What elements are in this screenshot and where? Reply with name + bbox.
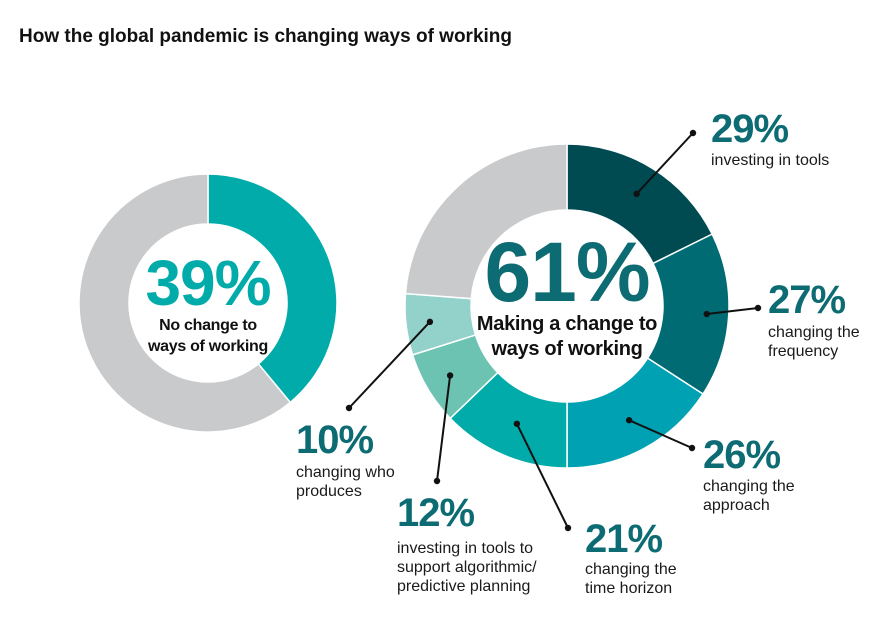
callout-label-line: support algorithmic/ xyxy=(397,559,537,576)
callout-value: 27% xyxy=(768,278,845,322)
donut-no-change: 39%No change to ways of working xyxy=(78,173,338,433)
center-label-line: ways of working xyxy=(147,338,268,355)
callout-investing-in-tools-to-support-algorithmic-predictive-planning: 12% investing in tools to support algorith… xyxy=(397,372,537,595)
slice-remainder xyxy=(404,143,568,300)
leader-line xyxy=(515,423,569,529)
chart-title: How the global pandemic is changing ways… xyxy=(19,26,512,47)
callout-label-line: investing in tools to xyxy=(397,540,533,557)
callout-label-line: frequency xyxy=(768,343,838,360)
callout-value: 12% xyxy=(397,491,474,535)
callout-label-line: predictive planning xyxy=(397,578,530,595)
slice-no-change-to-ways-of-working xyxy=(207,173,338,404)
center-label-line: ways of working xyxy=(490,338,642,360)
leader-dot xyxy=(446,372,454,379)
callout-label-line: changing the xyxy=(768,324,860,341)
leader-line xyxy=(436,375,452,482)
leader-dot xyxy=(703,310,710,318)
callout-label-line: produces xyxy=(296,483,362,500)
leader-dot xyxy=(426,318,434,326)
leader-dot xyxy=(688,444,696,452)
callouts: 29%investing in tools 27% changing the freq… xyxy=(296,107,860,597)
callout-investing-in-tools: 29%investing in tools xyxy=(633,107,829,198)
callout-label-line: investing in tools xyxy=(711,152,829,169)
center-value: 61% xyxy=(484,225,649,319)
leader-dot xyxy=(564,524,572,532)
slice-remainder xyxy=(78,173,292,433)
callout-value: 26% xyxy=(703,433,780,477)
leader-dot xyxy=(754,304,762,312)
leader-dot xyxy=(513,420,521,427)
leader-dot xyxy=(633,190,640,198)
leader-line xyxy=(628,419,693,449)
callout-changing-who-produces: 10% changing who produces xyxy=(296,318,434,500)
callout-label-line: approach xyxy=(703,497,770,514)
leader-line xyxy=(635,132,694,195)
callout-changing-the-time-horizon: 21%changing the time horizon xyxy=(513,420,677,597)
center-label-line: No change to xyxy=(159,317,257,334)
callout-label-line: changing the xyxy=(585,561,677,578)
callout-value: 21% xyxy=(585,517,662,561)
callout-label-line: changing the xyxy=(703,478,795,495)
callout-label-line: time horizon xyxy=(585,580,672,597)
leader-line xyxy=(706,307,759,316)
center-value: 39% xyxy=(145,247,270,319)
leader-dot xyxy=(433,477,441,485)
donut-making-change: 61%Making a change to ways of working xyxy=(404,143,730,469)
center-label-line: Making a change to xyxy=(477,313,657,335)
callout-changing-the-frequency: 27% changing the frequency xyxy=(703,278,860,360)
leader-dot xyxy=(689,129,697,137)
leader-line xyxy=(348,321,431,409)
leader-dot xyxy=(625,417,633,424)
callout-value: 29% xyxy=(711,107,788,151)
callout-changing-the-approach: 26%changing the approach xyxy=(625,417,795,514)
callout-label-line: changing who xyxy=(296,464,395,481)
leader-dot xyxy=(345,404,353,412)
callout-value: 10% xyxy=(296,418,373,462)
